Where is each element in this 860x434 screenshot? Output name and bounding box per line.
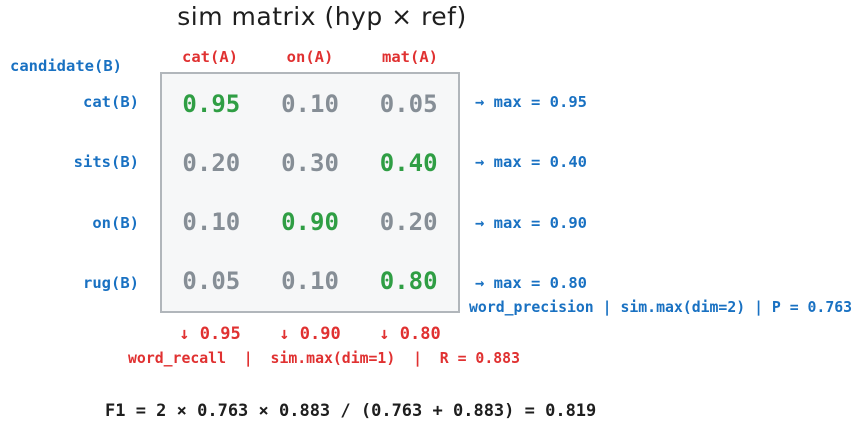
f1-formula: F1 = 2 × 0.763 × 0.883 / (0.763 + 0.883)… [105,401,597,421]
matrix-cell-value: 0.10 [281,267,339,296]
matrix-cell: 0.05 [359,74,458,133]
matrix-cell: 0.95 [162,74,261,133]
row-max-note: → max = 0.40 [475,153,587,172]
word-recall-note: word_recall | sim.max(dim=1) | R = 0.883 [128,350,520,367]
matrix-cell: 0.80 [359,252,458,311]
row-max-note: → max = 0.90 [475,213,587,232]
word-precision-note: word_precision | sim.max(dim=2) | P = 0.… [469,299,853,316]
diagram-title: sim matrix (hyp × ref) [177,2,467,31]
row-label-cat-b: cat(B) [83,93,139,112]
matrix-cell-value: 0.80 [379,267,438,296]
candidate-label: candidate(B) [10,57,122,75]
matrix-cell: 0.05 [162,252,261,311]
matrix-cell-value: 0.05 [379,89,438,118]
matrix-cell: 0.40 [359,133,458,192]
row-label-sits-b: sits(B) [73,153,139,172]
column-max-note: ↓ 0.80 [379,324,441,344]
matrix-cell: 0.20 [162,133,261,192]
matrix-cell-value: 0.95 [182,89,241,118]
row-max-note: → max = 0.95 [475,93,587,112]
row-max-note: → max = 0.80 [475,273,587,292]
matrix-cell-value: 0.90 [281,208,339,237]
matrix-cell: 0.10 [261,252,360,311]
column-max-annotations: ↓ 0.95 ↓ 0.90 ↓ 0.80 [160,324,460,344]
column-max-note: ↓ 0.90 [279,324,341,344]
row-max-annotations: → max = 0.95 → max = 0.40 → max = 0.90 →… [475,72,587,313]
row-labels: cat(B) sits(B) on(B) rug(B) [0,72,150,313]
matrix-cell-value: 0.10 [281,89,339,118]
matrix-cell: 0.20 [359,193,458,252]
column-headers: cat(A) on(A) mat(A) [160,48,460,66]
matrix-cell-value: 0.10 [182,208,241,237]
matrix-cell: 0.90 [261,193,360,252]
column-header-mat-a: mat(A) [382,48,438,66]
row-label-on-b: on(B) [92,213,139,232]
matrix-cell-value: 0.20 [379,208,438,237]
matrix-cell: 0.30 [261,133,360,192]
matrix-cell-value: 0.20 [182,148,241,177]
matrix-cell: 0.10 [162,193,261,252]
column-header-cat-a: cat(A) [182,48,238,66]
column-header-on-a: on(A) [286,48,334,66]
matrix-cell: 0.10 [261,74,360,133]
column-max-note: ↓ 0.95 [179,324,241,344]
row-label-rug-b: rug(B) [83,273,139,292]
sim-matrix: 0.95 0.10 0.05 0.20 0.30 0.40 0.10 0.90 … [160,72,460,313]
matrix-cell-value: 0.40 [379,148,438,177]
matrix-cell-value: 0.05 [182,267,241,296]
matrix-cell-value: 0.30 [281,148,339,177]
